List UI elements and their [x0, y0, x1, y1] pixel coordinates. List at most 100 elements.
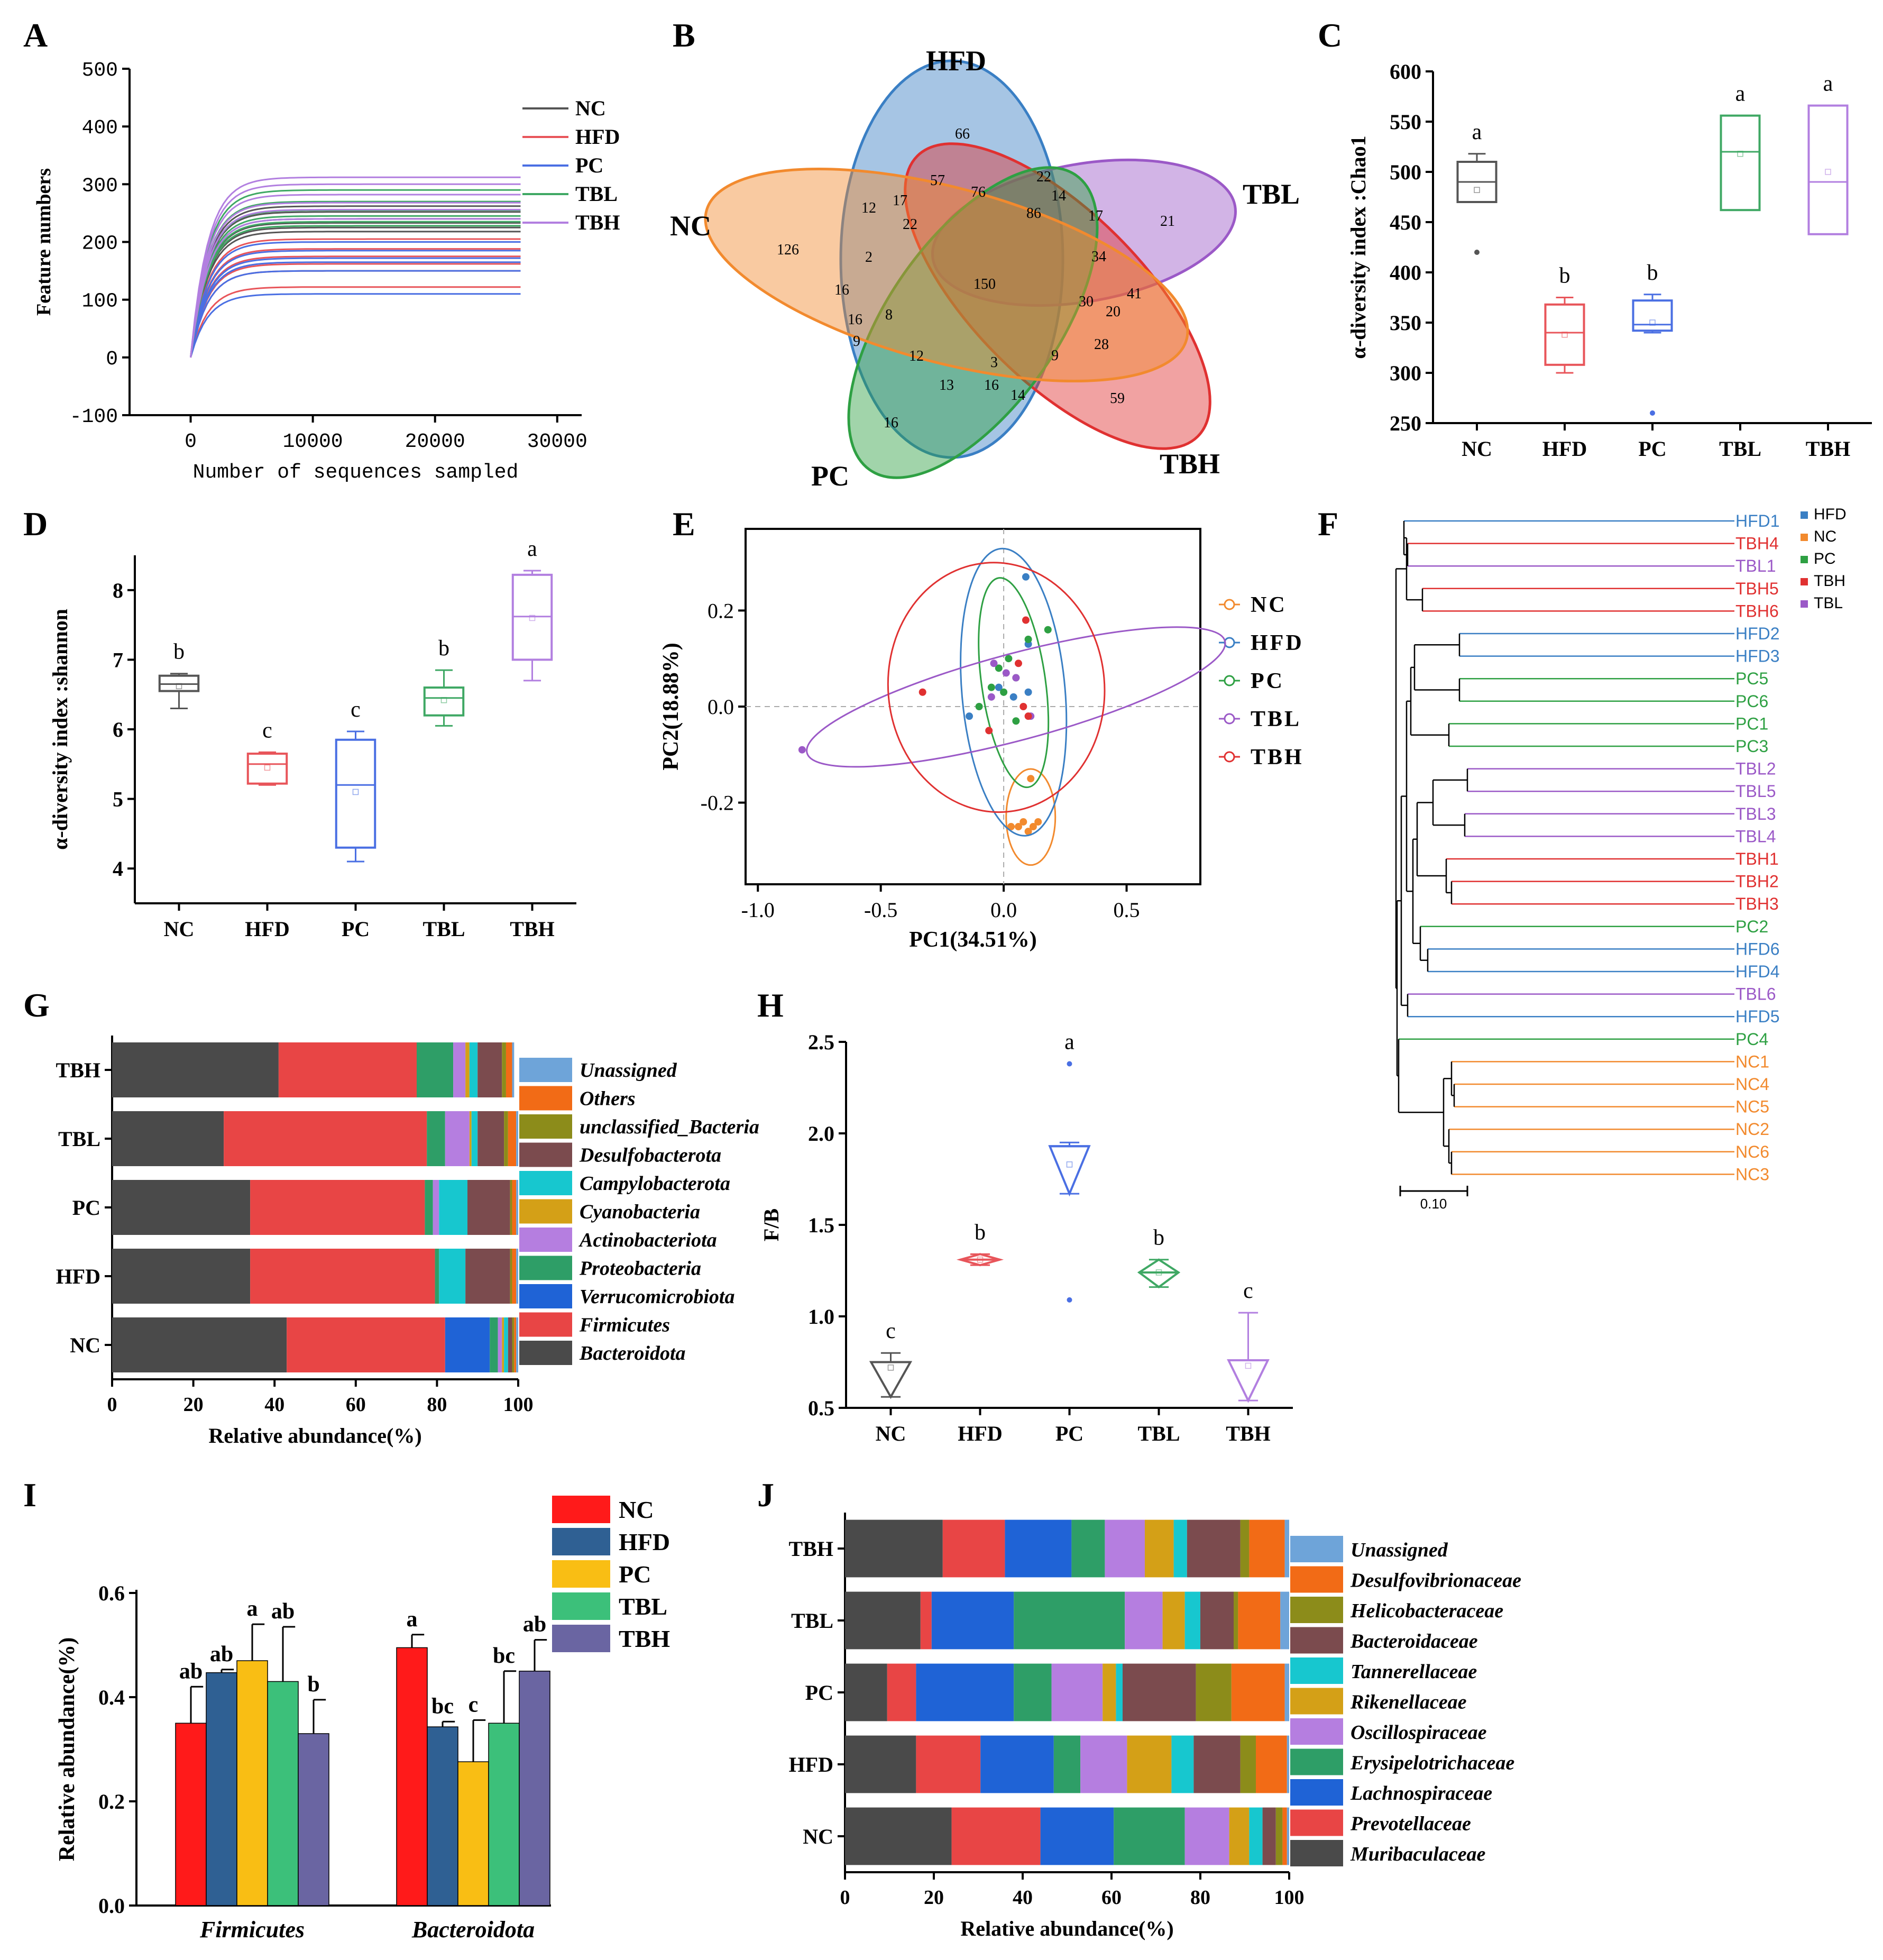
bar-segment-prevotellaceae	[887, 1663, 916, 1721]
y-axis-label: α-diversity index :shannon	[48, 609, 72, 850]
legend-marker-pc	[1224, 675, 1235, 686]
bar-segment-bacteroidota	[112, 1317, 287, 1372]
venn-count: 16	[884, 415, 898, 431]
bar-segment-erysipelotrichaceae	[1014, 1591, 1125, 1650]
venn-count: 2	[865, 249, 872, 265]
legend-label-helicobacteraceae: Helicobacteraceae	[1350, 1600, 1503, 1622]
legend-label-cyanobacteria: Cyanobacteria	[580, 1201, 700, 1223]
bar-segment-desulfobacterota	[508, 1317, 512, 1372]
bar-segment-helicobacteraceae	[1196, 1663, 1232, 1721]
venn-count: 20	[1106, 304, 1120, 320]
venn-count: 16	[848, 312, 862, 328]
x-tick-label: 60	[1101, 1886, 1122, 1909]
leaf-label-pc1: PC1	[1735, 714, 1768, 733]
venn-set-label-hfd: HFD	[926, 45, 986, 77]
x-tick-label: HFD	[245, 917, 289, 941]
bar-segment-oscillospiraceae	[1125, 1591, 1163, 1650]
x-tick-label: PC	[342, 917, 370, 941]
bar-segment-others	[506, 1042, 512, 1097]
bar-segment-unassigned	[1284, 1663, 1289, 1721]
bar-segment-unclassified_bacteria	[502, 1042, 506, 1097]
leaf-label-hfd3: HFD3	[1735, 647, 1780, 666]
mean-marker-tbl	[1737, 151, 1743, 157]
bar-segment-firmicutes	[250, 1180, 425, 1235]
mean-marker-tbl	[440, 697, 447, 703]
mean-marker-pc	[352, 789, 359, 795]
rarefaction-curve-hfd	[190, 263, 521, 358]
sample-point-pc	[987, 683, 995, 691]
leaf-label-hfd1: HFD1	[1735, 511, 1780, 530]
significance-letter-pc: c	[469, 1692, 479, 1717]
panel-label-g: G	[23, 986, 50, 1024]
x-tick-label: Firmicutes	[199, 1917, 305, 1943]
panel-label-f: F	[1318, 505, 1338, 543]
rarefaction-curve-pc	[190, 257, 521, 358]
mean-marker-pc	[1066, 1161, 1073, 1168]
bar-segment-desulfovibrionaceae	[1256, 1735, 1287, 1793]
leaf-label-tbh2: TBH2	[1735, 872, 1779, 891]
bar-segment-desulfovibrionaceae	[1249, 1519, 1285, 1578]
bar-segment-desulfobacterota	[467, 1180, 510, 1235]
legend-label-desulfobacterota: Desulfobacterota	[579, 1144, 721, 1166]
venn-set-label-pc: PC	[811, 460, 849, 492]
bar-segment-desulfobacterota	[465, 1249, 510, 1304]
significance-letter-nc: c	[886, 1319, 896, 1343]
venn-count: 12	[861, 200, 876, 216]
mean-marker-tbh	[1825, 169, 1831, 175]
leaf-label-nc5: NC5	[1735, 1097, 1769, 1116]
panel-e-pcoa-scatter: -1.0 -0.5 0.0 0.5 -0.2 0.0 0.2 PC1(34.51%) PC2(1…	[659, 528, 1302, 952]
y-axis-label: F/B	[759, 1208, 783, 1241]
leaf-label-pc2: PC2	[1735, 917, 1768, 936]
legend-label-tbl: TBL	[575, 182, 618, 206]
panel-a-rarefaction-chart: -100 0 100 200 300 400 500 0 10000 20000 30000 Numb…	[33, 59, 620, 484]
sample-point-tbh	[1019, 703, 1027, 710]
sample-point-tbh	[1024, 712, 1032, 720]
bar-segment-helicobacteraceae	[1240, 1735, 1256, 1793]
leaf-label-hfd5: HFD5	[1735, 1007, 1780, 1026]
legend-label-hfd: HFD	[1814, 506, 1847, 523]
panel-f-dendrogram: HFD1 TBH4 TBL1 TBH5 TBH6 HFD2 HFD3 PC5 PC6 PC1 PC3…	[1395, 506, 1847, 1212]
venn-count: 17	[893, 193, 907, 209]
bar-segment-rikenellaceae	[1229, 1807, 1250, 1865]
bar-segment-oscillospiraceae	[1051, 1663, 1103, 1721]
legend-swatch-campylobacterota	[519, 1171, 572, 1195]
bar-segment-lachnospiraceae	[980, 1735, 1054, 1793]
venn-count: 12	[909, 348, 924, 364]
venn-count: 13	[939, 377, 954, 393]
bar-segment-muribaculaceae	[845, 1663, 887, 1721]
legend-label-pc: PC	[619, 1561, 651, 1588]
legend-swatch-tbl	[1801, 600, 1808, 608]
leaf-label-hfd4: HFD4	[1735, 962, 1780, 981]
legend-label-firmicutes: Firmicutes	[579, 1314, 670, 1336]
venn-count: 9	[1051, 347, 1059, 364]
bar-segment-campylobacterota	[504, 1317, 508, 1372]
venn-count: 8	[885, 307, 893, 323]
legend-swatch-proteobacteria	[519, 1256, 572, 1280]
significance-letter-pc: a	[1064, 1030, 1074, 1055]
leaf-label-tbh3: TBH3	[1735, 894, 1779, 913]
rarefaction-curve-pc	[190, 261, 521, 358]
x-tick-label: 80	[427, 1394, 447, 1416]
confidence-ellipse-hfd	[960, 547, 1068, 837]
x-tick-label: 30000	[527, 431, 587, 453]
bar-segment-others	[508, 1111, 517, 1166]
bar-segment-prevotellaceae	[920, 1591, 932, 1650]
rarefaction-curve-nc	[190, 231, 521, 358]
y-tick-label: 7	[113, 648, 123, 672]
bar-segment-unassigned	[1287, 1735, 1289, 1793]
y-axis-label: PC2(18.88%)	[659, 643, 683, 770]
y-tick-label: 400	[1390, 261, 1421, 285]
y-tick-label: 300	[82, 175, 118, 197]
rarefaction-curve-nc	[190, 226, 521, 358]
y-tick-label: 250	[1390, 411, 1421, 435]
sample-point-pc	[1044, 626, 1052, 634]
bar-segment-proteobacteria	[425, 1180, 433, 1235]
x-tick-label: NC	[164, 917, 195, 941]
leaf-label-pc4: PC4	[1735, 1030, 1768, 1049]
sample-point-nc	[1015, 823, 1022, 831]
significance-letter-pc: c	[351, 698, 361, 722]
bar-segment-firmicutes	[250, 1249, 435, 1304]
bar-segment-unassigned	[1287, 1807, 1289, 1865]
y-axis-label: Feature numbers	[33, 168, 55, 316]
legend-swatch-unassigned	[1290, 1536, 1343, 1562]
